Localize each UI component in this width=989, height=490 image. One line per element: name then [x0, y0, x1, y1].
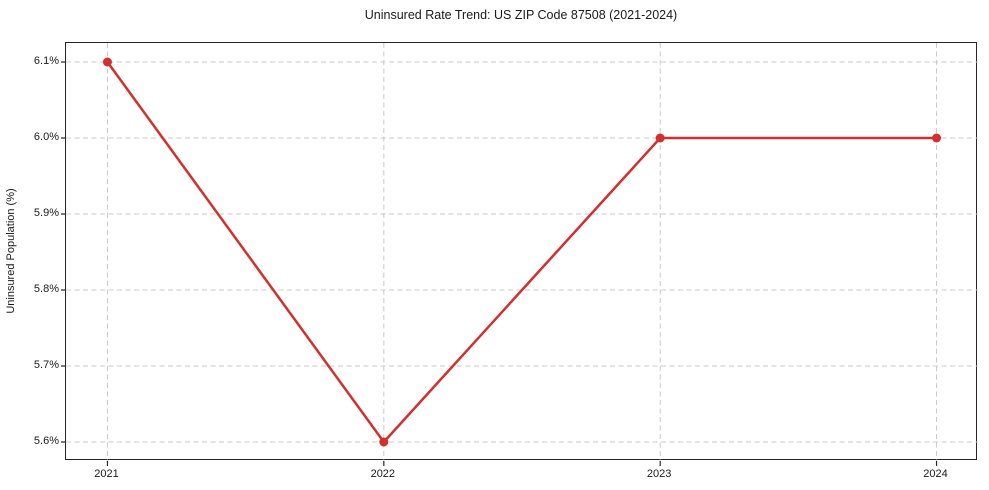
y-tick-label: 5.6%: [33, 435, 59, 447]
trend-line: [106, 60, 938, 444]
y-tick-label: 6.0%: [33, 131, 59, 143]
y-axis-label: Uninsured Population (%): [5, 188, 17, 314]
data-point-marker: [379, 437, 389, 447]
x-tick-label: 2022: [370, 468, 396, 480]
x-tick-label: 2023: [646, 468, 672, 480]
plot-area: [61, 42, 978, 466]
y-tick-label: 5.8%: [33, 283, 59, 295]
x-tick-label: 2024: [923, 468, 948, 480]
y-tick-label: 6.1%: [33, 55, 59, 67]
data-point-marker: [655, 133, 665, 143]
data-point-marker: [102, 57, 112, 67]
plot-svg: [61, 43, 978, 466]
y-axis-label-container: Uninsured Population (%): [2, 42, 20, 460]
x-tick-label: 2021: [94, 468, 119, 480]
chart-title: Uninsured Rate Trend: US ZIP Code 87508 …: [364, 8, 678, 22]
y-tick-label: 5.7%: [33, 359, 59, 371]
data-point-marker: [932, 133, 942, 143]
y-tick-label: 5.9%: [33, 207, 59, 219]
